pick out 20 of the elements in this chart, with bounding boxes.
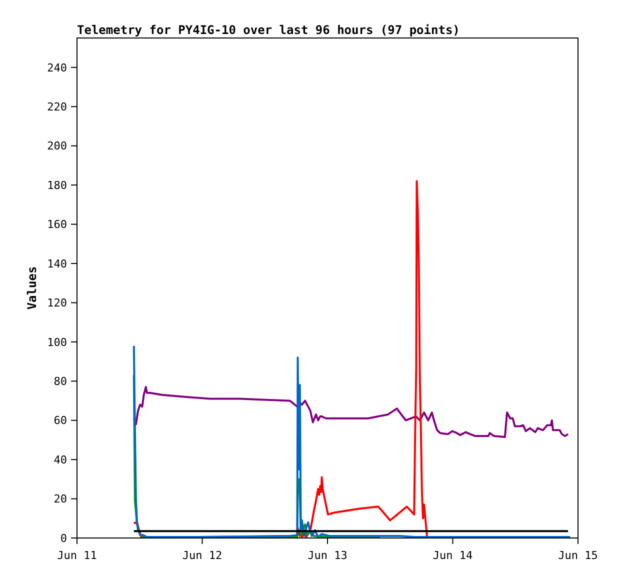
y-tick-label: 80 [54, 374, 67, 388]
y-tick-label: 240 [47, 61, 67, 74]
y-tick-label: 140 [47, 257, 67, 270]
x-tick-label: Jun 11 [57, 549, 97, 562]
y-tick-label: 160 [47, 218, 67, 232]
y-tick-label: 60 [54, 414, 67, 428]
x-tick-label: Jun 13 [308, 549, 348, 562]
y-tick-label: 20 [54, 492, 67, 506]
y-tick-label: 180 [47, 178, 67, 192]
y-tick-label: 100 [47, 336, 67, 349]
x-tick-label: Jun 12 [182, 549, 222, 562]
y-tick-label: 120 [47, 296, 67, 310]
chart-title: Telemetry for PY4IG-10 over last 96 hours (97 points) [77, 23, 460, 37]
x-tick-label: Jun 14 [432, 549, 473, 562]
y-tick-label: 0 [60, 532, 67, 545]
y-tick-label: 220 [47, 100, 67, 114]
y-tick-label: 200 [47, 140, 67, 153]
y-tick-label: 40 [54, 453, 67, 466]
x-tick-label: Jun 15 [558, 549, 598, 562]
y-axis-title: Values [25, 266, 39, 310]
